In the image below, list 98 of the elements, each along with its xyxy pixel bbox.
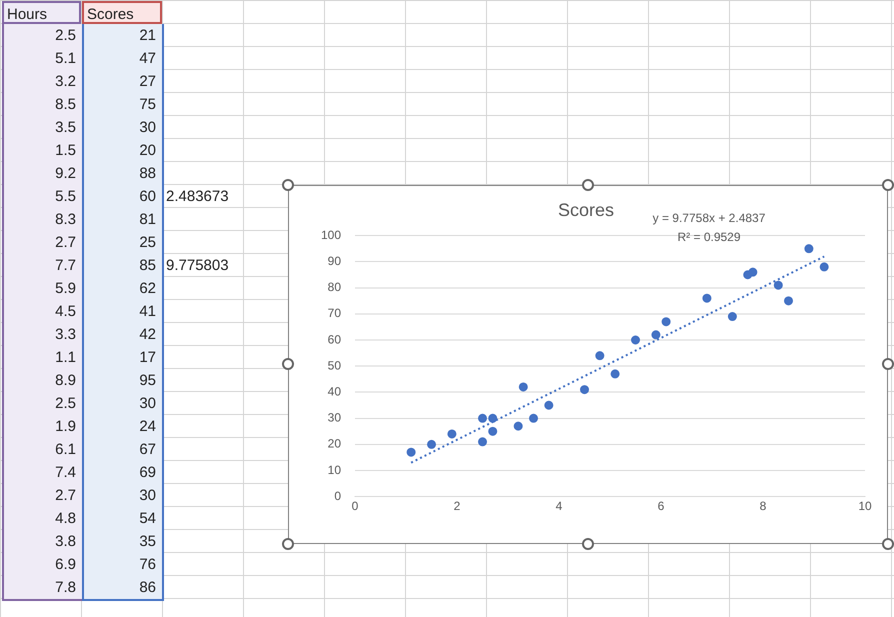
text: 75 [138, 95, 157, 115]
text: 5.5 [54, 187, 77, 207]
text: 60 [138, 187, 157, 207]
point [488, 414, 498, 423]
point [610, 369, 620, 378]
text: 7.4 [54, 463, 77, 483]
text: 47 [138, 49, 157, 69]
text: 3.2 [54, 72, 77, 92]
text: 88 [138, 164, 157, 184]
text: 17 [138, 348, 157, 368]
text: 95 [138, 371, 157, 391]
x-tick-label: 2 [454, 499, 461, 514]
point [662, 317, 671, 326]
text: 30 [138, 118, 157, 138]
y-tick-label: 20 [328, 436, 342, 451]
text: 2.5 [54, 394, 77, 414]
chart-title: Scores [558, 200, 614, 220]
text: 6.9 [54, 555, 77, 575]
y-tick-label: 60 [328, 332, 342, 346]
point [820, 262, 829, 272]
text: 2.7 [54, 233, 77, 253]
x-tick-label: 0 [352, 499, 359, 514]
annotation: R² = 0.9529 [677, 230, 741, 244]
text: 1.1 [54, 348, 77, 368]
text: 8.3 [54, 210, 77, 230]
text: 62 [138, 279, 157, 299]
text: 3.5 [54, 118, 77, 138]
text: 20 [138, 141, 157, 161]
text: 1.9 [54, 417, 77, 437]
y-tick-label: 80 [328, 280, 342, 294]
point [595, 351, 604, 360]
text: 7.7 [54, 256, 77, 276]
x-tick-label: 8 [760, 499, 767, 514]
text: 2.7 [54, 486, 77, 506]
y-tick-label: 100 [320, 228, 342, 242]
point [651, 330, 660, 340]
point [447, 429, 456, 438]
point [518, 382, 528, 392]
text: 3.3 [54, 325, 77, 345]
point [514, 422, 523, 431]
y-tick-label: 30 [328, 410, 342, 425]
text: Hours [2, 1, 81, 24]
y-tick-label: 70 [328, 306, 342, 320]
text: 3.8 [54, 532, 77, 552]
text: 9.775803 [166, 256, 229, 276]
text: 85 [138, 256, 157, 276]
y-tick-label: 90 [328, 254, 342, 268]
text: y = 9.7758x + 2.4837 [652, 211, 766, 225]
point [478, 437, 488, 446]
y-tick-label: 40 [328, 384, 342, 399]
text: 7.8 [54, 578, 77, 598]
text: 2.5 [54, 26, 77, 46]
point [774, 280, 783, 290]
point [580, 385, 590, 394]
text: 8.5 [54, 95, 77, 115]
text: 67 [138, 440, 157, 460]
text: 4.5 [54, 302, 77, 322]
point [406, 448, 416, 457]
point [728, 312, 737, 322]
text: 69 [138, 463, 157, 483]
text: 30 [138, 394, 157, 414]
text: 35 [138, 532, 157, 552]
point [784, 296, 794, 306]
text: 8.9 [54, 371, 77, 391]
text: 6.1 [54, 440, 77, 460]
text: 5.9 [54, 279, 77, 299]
text: 9.2 [54, 164, 77, 184]
x-tick-label: 6 [658, 499, 665, 514]
text: Scores [82, 1, 162, 24]
y-tick-label: 10 [328, 462, 342, 477]
y-tick-label: 50 [328, 358, 342, 372]
x-tick-label: 4 [556, 499, 563, 514]
text: 81 [138, 210, 157, 230]
text: 21 [138, 26, 157, 46]
text: 25 [138, 233, 157, 253]
x-tick-label: 10 [858, 499, 872, 514]
point [804, 244, 814, 254]
point [488, 426, 498, 436]
text: 41 [138, 302, 157, 322]
text: 54 [138, 509, 157, 529]
point [529, 414, 538, 423]
text: 5.1 [54, 49, 77, 69]
point [631, 336, 640, 344]
text: 42 [138, 325, 157, 345]
text: 30 [138, 486, 157, 506]
text: 86 [138, 578, 157, 598]
text: 2.483673 [166, 187, 229, 207]
y-tick-label: 0 [334, 488, 342, 503]
text: 4.8 [54, 509, 77, 529]
point [702, 294, 712, 303]
point [544, 400, 554, 410]
point [748, 268, 758, 277]
text: 24 [138, 417, 157, 437]
text: 1.5 [54, 141, 77, 161]
text: 76 [138, 555, 157, 575]
point [427, 440, 436, 449]
point [478, 414, 488, 423]
text: 27 [138, 72, 157, 92]
